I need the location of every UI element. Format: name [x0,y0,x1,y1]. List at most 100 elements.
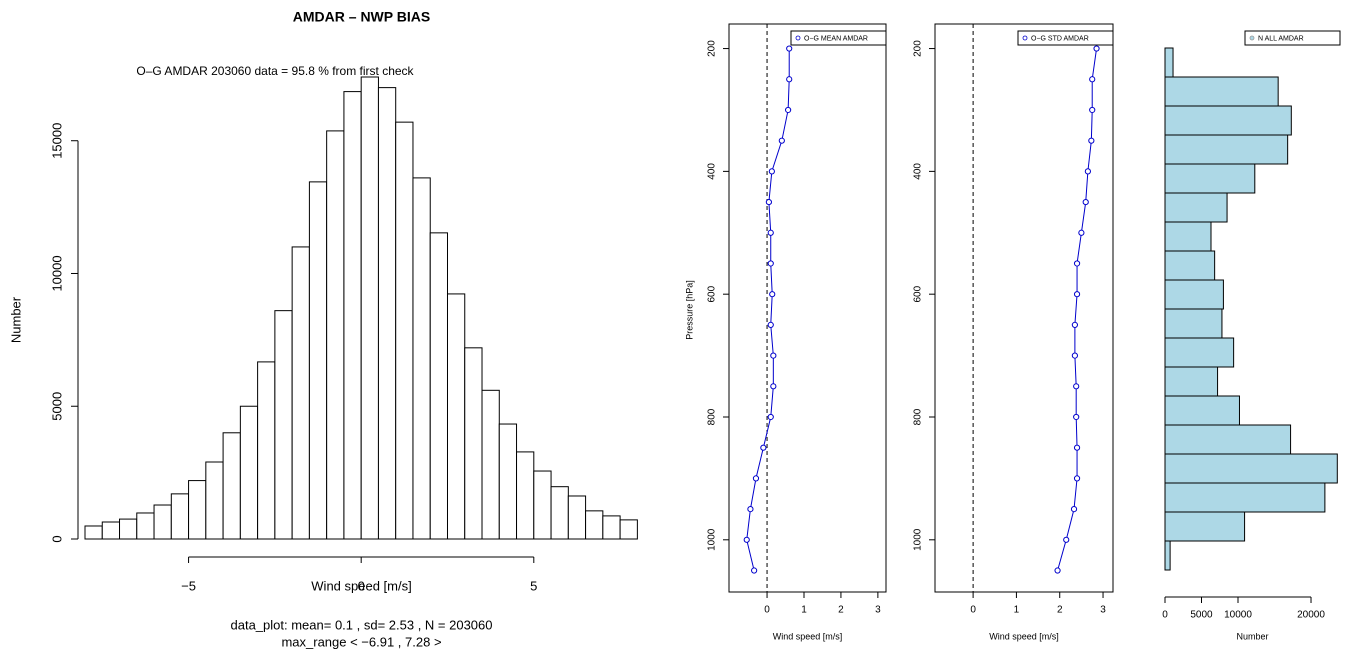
plot-frame [728,23,887,593]
x-tick-label: 0 [764,605,770,616]
profile-point [785,106,792,114]
y-tick-label: 1000 [707,528,718,551]
plot-frame [934,23,1114,593]
y-tick-label: 200 [707,40,718,57]
histogram-bar [619,519,638,540]
bar [1164,337,1235,368]
profile-point [1084,168,1091,175]
histogram-bar [533,470,552,540]
x-axis-label: Number [1236,631,1268,641]
bar [1164,482,1326,513]
profile-point [1073,383,1080,390]
y-tick-label: 1000 [913,528,924,551]
profile-point [786,45,793,52]
x-tick-label: −5 [181,578,196,593]
profile-line [1057,48,1098,571]
legend-marker [1022,35,1028,41]
x-tick-label: 3 [1100,605,1106,616]
legend-label: O−G MEAN AMDAR [804,35,868,42]
y-axis-label: Pressure [hPa] [684,280,694,340]
histogram-bar [429,232,448,540]
histogram-bar [464,347,483,540]
chart-subtitle: O–G AMDAR 203060 data = 95.8 % from firs… [136,64,414,78]
histogram-bar [360,76,379,540]
profile-point [768,168,775,175]
profile-point [1071,321,1078,328]
histogram-bar [550,486,569,540]
profile-point [760,444,767,451]
profile-point [747,506,754,513]
profile-line [746,48,790,571]
histogram-bar [136,512,155,540]
histogram-bar [205,461,224,540]
histogram-bar [602,515,621,540]
histogram-bar [395,121,414,540]
profile-point [1054,567,1061,574]
y-tick-label: 800 [913,408,924,425]
profile-point [1073,260,1081,267]
x-tick-label: 2 [838,605,844,616]
x-tick-label: 20000 [1297,610,1325,621]
x-tick-label: 10000 [1224,610,1252,621]
x-axis-label: Wind speed [m/s] [311,578,411,593]
x-tick-label: 5 [530,578,537,593]
histogram-bar [326,130,345,540]
profile-point [743,536,750,543]
x-tick-label: 3 [875,605,881,616]
y-tick-label: 400 [707,163,718,180]
profile-point [1071,352,1078,359]
histogram-bar [498,423,518,540]
legend-box [1017,30,1114,46]
bar [1164,366,1219,397]
bar [1164,192,1228,223]
profile-point [778,137,785,144]
profile-point [1073,444,1081,451]
bar [1164,511,1246,542]
bar [1164,163,1256,194]
profile-point [765,198,772,206]
bar [1164,134,1289,165]
y-axis-label: Number [8,296,23,343]
bar [1164,308,1223,339]
histogram-bar [343,91,362,540]
profile-point [1073,475,1081,482]
x-tick-label: 2 [1057,605,1063,616]
profile-point [767,229,774,236]
y-tick-label: 600 [913,285,924,302]
profile-point [767,413,774,421]
bar [1164,47,1174,78]
y-tick-label: 0 [49,535,64,542]
histogram-bar [308,181,328,540]
legend-box [790,30,887,46]
profile-point [1082,198,1089,206]
histogram-bar [274,310,293,540]
bar [1164,453,1338,484]
bar [1164,221,1212,252]
profile-point [770,352,777,359]
histogram-bar [412,177,431,540]
profile-point [767,260,774,267]
y-tick-label: 600 [707,285,718,302]
legend-label: O−G STD AMDAR [1031,35,1089,42]
profile-point [1078,229,1085,236]
profile-point [767,321,774,328]
profile-point [1088,137,1095,144]
histogram-bar [101,521,121,540]
histogram-bar [516,451,535,540]
y-tick-label: 10000 [49,255,64,291]
profile-point [1073,413,1080,421]
profile-point [1089,76,1096,83]
histogram-bar [481,389,500,540]
histogram-bar [153,504,172,540]
legend-label: N ALL AMDAR [1258,35,1304,42]
histogram-bar [239,405,259,540]
x-tick-label: 1 [801,605,807,616]
bar [1164,279,1224,310]
footer-note: max_range < −6.91 , 7.28 > [281,634,441,649]
x-axis-label: Wind speed [m/s] [773,631,843,641]
histogram-bar [446,293,466,540]
histogram-bar [170,493,190,540]
profile-point [786,76,793,83]
bar [1164,250,1216,281]
